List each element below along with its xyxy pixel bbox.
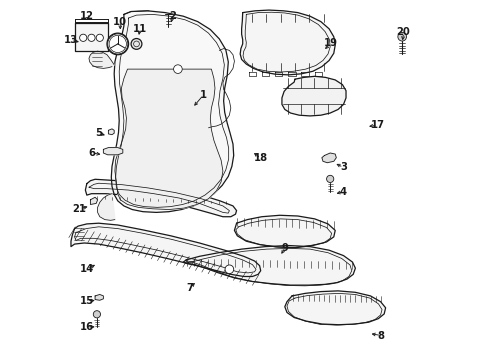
Polygon shape: [282, 76, 346, 116]
Polygon shape: [75, 23, 107, 51]
Polygon shape: [115, 69, 223, 210]
Circle shape: [107, 33, 128, 55]
Text: 11: 11: [133, 24, 147, 34]
Text: 3: 3: [339, 162, 346, 172]
Polygon shape: [321, 153, 336, 163]
Text: 2: 2: [169, 11, 176, 21]
Polygon shape: [240, 10, 335, 75]
Polygon shape: [89, 51, 114, 68]
Text: 19: 19: [323, 38, 337, 48]
Text: 13: 13: [64, 35, 78, 45]
Text: 18: 18: [253, 153, 267, 163]
Text: 14: 14: [80, 264, 94, 274]
Polygon shape: [183, 246, 355, 285]
Circle shape: [93, 311, 101, 318]
Text: 8: 8: [377, 330, 384, 341]
Circle shape: [326, 175, 333, 183]
Text: 4: 4: [339, 186, 346, 197]
Circle shape: [96, 34, 103, 41]
Polygon shape: [85, 179, 236, 217]
Text: 17: 17: [370, 120, 384, 130]
Text: 15: 15: [80, 296, 94, 306]
Polygon shape: [103, 148, 122, 155]
Text: 12: 12: [80, 11, 94, 21]
Text: 5: 5: [95, 128, 102, 138]
Text: 20: 20: [396, 27, 409, 37]
Text: 21: 21: [73, 204, 86, 214]
Circle shape: [80, 34, 87, 41]
Polygon shape: [98, 194, 115, 220]
Text: 6: 6: [88, 148, 96, 158]
Circle shape: [224, 265, 233, 274]
Polygon shape: [234, 215, 335, 248]
Text: 16: 16: [80, 322, 94, 332]
Polygon shape: [95, 294, 103, 300]
Text: 10: 10: [113, 17, 127, 27]
Text: 1: 1: [199, 90, 206, 100]
Polygon shape: [90, 197, 98, 204]
Polygon shape: [284, 291, 385, 325]
Circle shape: [88, 34, 95, 41]
Circle shape: [173, 65, 182, 73]
Circle shape: [397, 32, 406, 41]
Polygon shape: [108, 129, 114, 135]
Text: 7: 7: [186, 283, 193, 293]
Circle shape: [131, 39, 142, 49]
Polygon shape: [111, 11, 233, 212]
Polygon shape: [71, 223, 260, 276]
Text: 9: 9: [281, 243, 287, 253]
